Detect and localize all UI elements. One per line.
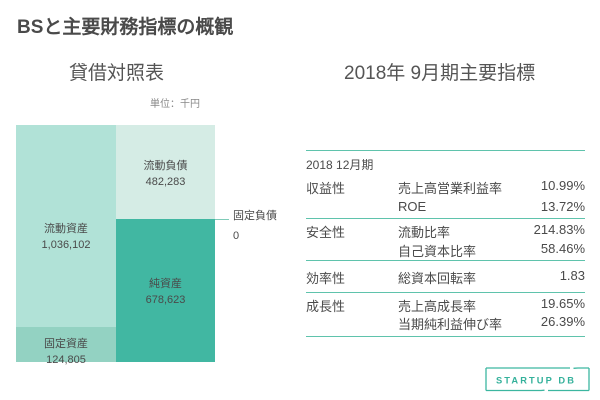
svg-text:STARTUP DB: STARTUP DB bbox=[496, 375, 576, 385]
